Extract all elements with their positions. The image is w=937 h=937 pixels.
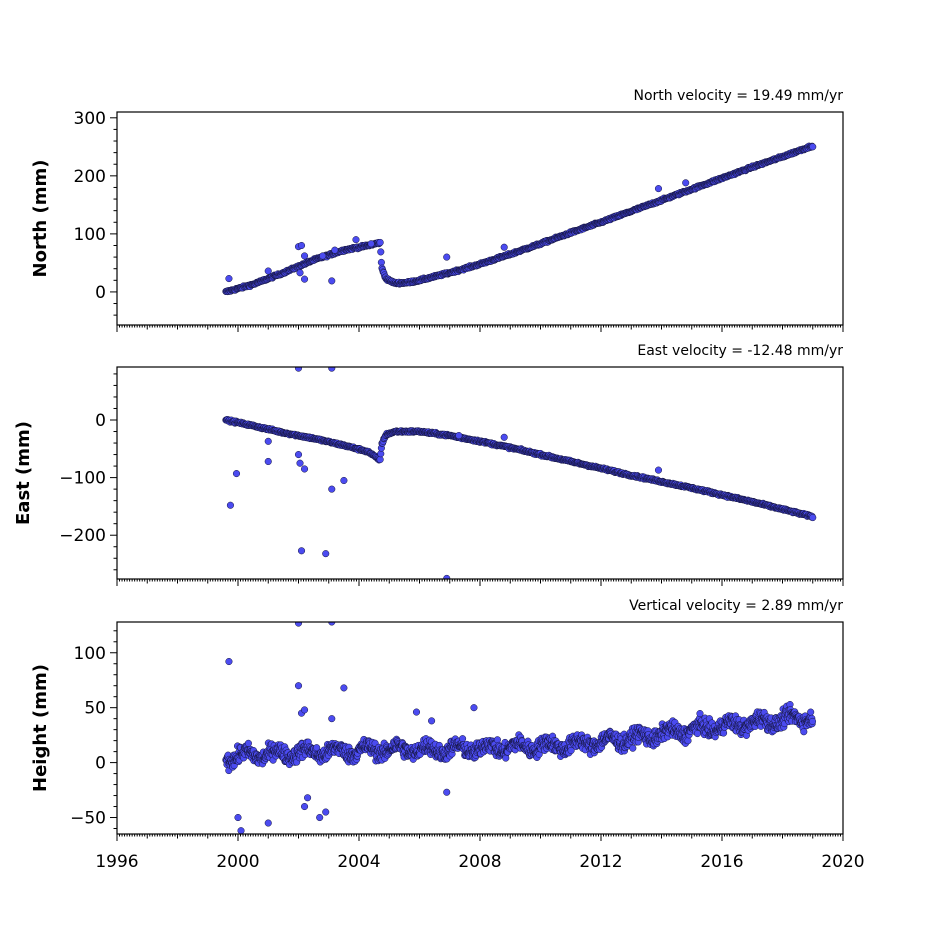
data-point [500,433,508,441]
data-point [225,657,233,666]
data-point [264,457,272,466]
data-point [316,813,324,822]
data-point [459,735,467,743]
east-points [222,367,817,579]
data-point [807,708,815,716]
data-point [322,808,330,816]
east-frame [116,366,844,580]
data-point [244,739,252,747]
y-tick-label: 0 [95,754,106,774]
data-point [264,819,272,827]
data-point [809,514,817,522]
y-tick-label: −200 [59,526,106,546]
x-tick-label: 2020 [821,852,864,872]
data-point [455,432,463,440]
east-velocity-label: East velocity = -12.48 mm/yr [637,343,843,359]
data-point [319,252,327,260]
data-point [808,717,817,725]
data-point [296,269,304,277]
x-tick-label: 2004 [337,852,380,872]
height-panel: 1996 2000 2004 2008 2012 2016 2020 −50 0 50 100 Hei… [30,598,865,872]
data-point [331,246,339,254]
data-point [470,704,478,712]
north-panel: 0 100 200 300 North (mm) North velocity = 19.… [30,88,844,332]
data-point [328,367,336,372]
data-point [500,243,508,251]
data-point [294,367,303,372]
y-tick-label: 0 [95,411,106,431]
height-points [222,622,817,834]
east-axis-title: East (mm) [13,421,34,525]
y-tick-label: 50 [84,699,106,719]
data-point [352,236,360,244]
data-point [328,277,336,285]
data-point [654,466,663,474]
north-velocity-label: North velocity = 19.49 mm/yr [633,88,843,104]
data-point [264,267,272,275]
y-tick-label: 300 [74,109,106,129]
data-point [226,501,234,509]
y-tick-label: 0 [95,283,106,303]
data-point [693,730,701,738]
data-point [301,465,309,473]
data-point [684,737,692,745]
data-point [294,451,303,459]
north-points [222,142,817,296]
data-point [682,179,690,187]
data-point [567,746,575,755]
x-tick-label: 1996 [95,852,138,872]
height-velocity-label: Vertical velocity = 2.89 mm/yr [629,598,843,614]
east-panel: −200 −100 0 East (mm) East velocity = -12.48… [13,343,844,586]
y-tick-label: 100 [74,225,106,245]
data-point [340,476,348,485]
data-point [340,684,348,692]
data-point [225,275,233,283]
data-point [237,827,245,834]
y-tick-label: −100 [59,469,106,489]
data-point [800,728,808,736]
x-tick-label: 2016 [700,852,743,872]
data-point [654,185,663,193]
data-point [412,708,421,716]
data-point [304,794,312,802]
x-tick-label: 2000 [216,852,259,872]
data-point [377,248,385,256]
data-point [232,470,241,478]
data-point [367,240,375,248]
data-point [720,729,728,737]
data-point [301,802,309,811]
data-point [297,547,306,555]
data-point [809,143,817,151]
data-point [296,459,304,467]
data-point [301,275,309,283]
x-tick-label: 2008 [458,852,501,872]
y-tick-label: 200 [74,167,106,187]
x-tick-label: 2012 [579,852,622,872]
data-point [301,252,309,260]
north-axis-title: North (mm) [30,160,51,278]
data-point [294,622,303,627]
height-axis-title: Height (mm) [30,664,51,792]
y-tick-label: 100 [74,644,106,664]
data-point [328,715,336,723]
data-point [502,754,510,762]
data-point [297,241,306,250]
data-point [629,744,637,752]
data-point [376,238,384,247]
data-point [428,717,436,725]
data-point [264,437,272,445]
data-point [696,710,704,718]
data-point [443,788,451,796]
data-point [313,744,321,752]
data-point [322,550,330,558]
data-point [301,706,309,714]
data-point [443,253,451,261]
data-point [234,813,242,822]
data-point [294,682,303,690]
data-point [328,485,336,493]
y-tick-label: −50 [70,809,106,829]
